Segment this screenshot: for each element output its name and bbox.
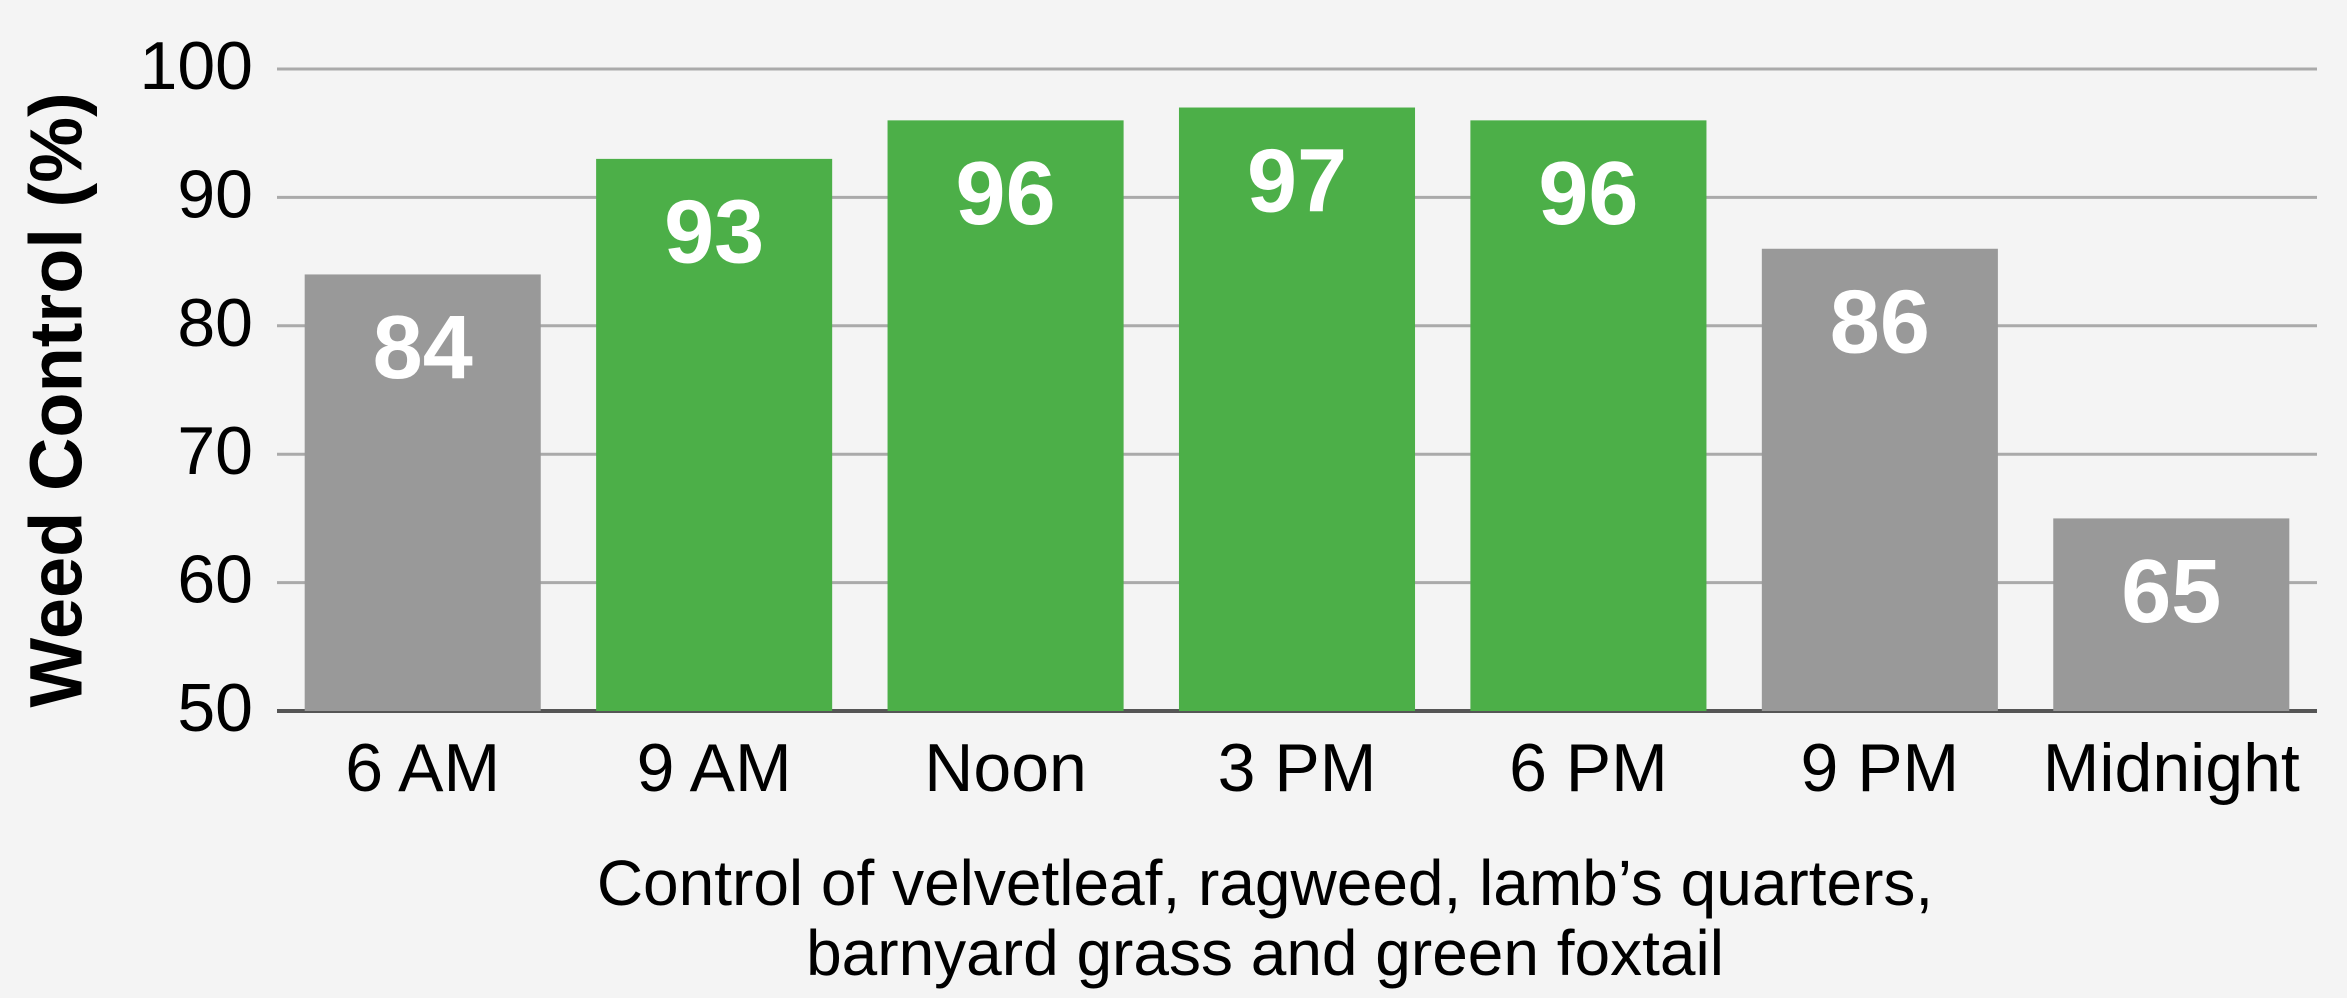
x-tick-label: 9 PM — [1800, 730, 1959, 806]
y-tick-label: 90 — [177, 156, 253, 232]
value-label: 86 — [1830, 273, 1930, 373]
y-axis-title: Weed Control (%) — [15, 92, 98, 707]
y-tick-label: 80 — [177, 285, 253, 361]
x-tick-label: Midnight — [2043, 730, 2300, 806]
value-label: 96 — [1538, 144, 1638, 244]
bar — [887, 120, 1124, 712]
bar — [1178, 107, 1416, 711]
x-tick-label: 6 PM — [1509, 730, 1668, 806]
x-tick-label: 3 PM — [1218, 730, 1377, 806]
y-tick-label: 50 — [177, 670, 253, 746]
y-tick-label: 100 — [140, 28, 253, 104]
y-tick-label: 70 — [177, 413, 253, 489]
x-tick-label: 9 AM — [637, 730, 792, 806]
value-label: 65 — [2121, 542, 2221, 642]
bar — [1470, 120, 1707, 712]
x-axis-title: Control of velvetleaf, ragweed, lamb’s q… — [597, 847, 1933, 919]
bar — [304, 274, 541, 711]
bar — [2053, 518, 2290, 711]
x-axis-title: barnyard grass and green foxtail — [806, 917, 1724, 989]
y-tick-label: 60 — [177, 542, 253, 618]
value-label: 96 — [956, 144, 1056, 244]
value-label: 97 — [1247, 131, 1347, 231]
bar — [596, 158, 833, 711]
x-tick-label: 6 AM — [345, 730, 500, 806]
x-tick-label: Noon — [924, 730, 1087, 806]
bar — [1761, 248, 1998, 711]
value-label: 93 — [664, 183, 764, 283]
value-label: 84 — [373, 298, 473, 398]
